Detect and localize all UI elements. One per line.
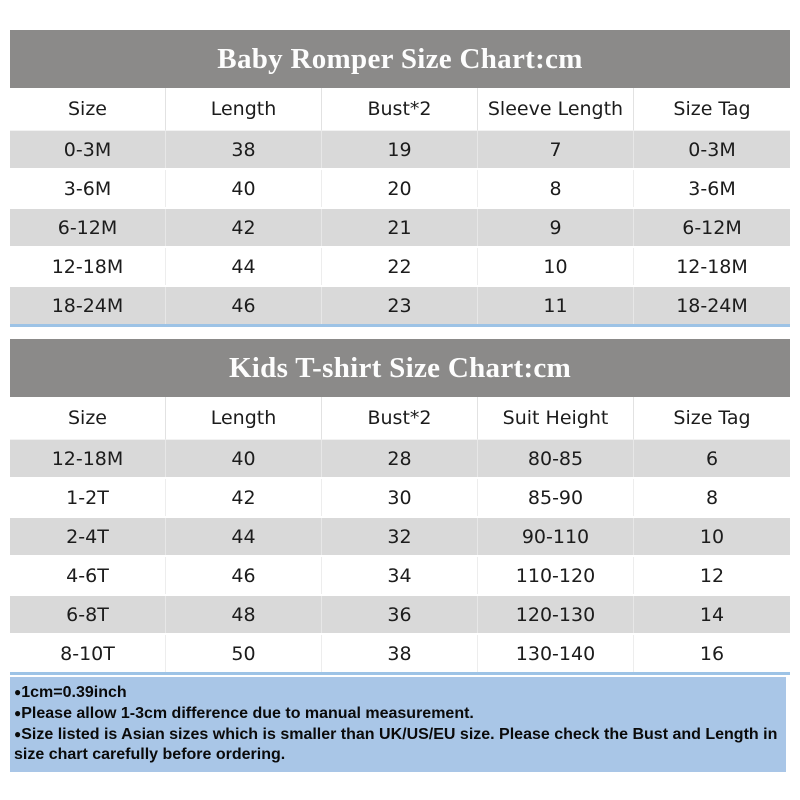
table-row: 4-6T 46 34 110-120 12 <box>10 557 790 594</box>
table-row: 2-4T 44 32 90-110 10 <box>10 518 790 555</box>
table-cell: 12 <box>699 564 725 587</box>
note-text: Please allow 1-3cm difference due to man… <box>21 705 474 722</box>
table-cell: 50 <box>166 635 322 672</box>
table-cell: 6 <box>705 447 719 470</box>
column-header-bust: Bust*2 <box>322 397 478 440</box>
baby-romper-size-chart: Baby Romper Size Chart:cm Size Length Bu… <box>10 30 790 327</box>
note-text: 1cm=0.39inch <box>21 684 127 701</box>
table-row: 12-18M 44 22 10 12-18M <box>10 248 790 285</box>
column-header-size: Size <box>10 88 166 131</box>
table-cell: 6-12M <box>10 209 166 246</box>
note-text: Size listed is Asian sizes which is smal… <box>14 726 778 763</box>
table-row: 8-10T 50 38 130-140 16 <box>10 635 790 672</box>
table-cell: 8 <box>705 486 719 509</box>
table-cell: 18-24M <box>10 287 166 324</box>
table-row: 6-12M 42 21 9 6-12M <box>10 209 790 246</box>
table-cell: 130-140 <box>478 635 634 672</box>
table-cell: 90-110 <box>478 518 634 555</box>
table-cell: 0-3M <box>10 131 166 168</box>
table-row: 6-8T 48 36 120-130 14 <box>10 596 790 633</box>
table-cell: 0-3M <box>688 138 736 161</box>
table-row: 1-2T 42 30 85-90 8 <box>10 479 790 516</box>
table-cell: 80-85 <box>478 440 634 477</box>
table-cell: 38 <box>166 131 322 168</box>
table-cell: 34 <box>322 557 478 594</box>
note-measurement-tolerance: ●Please allow 1-3cm difference due to ma… <box>14 703 778 724</box>
table-cell: 36 <box>322 596 478 633</box>
table-cell: 7 <box>478 131 634 168</box>
kids-tshirt-header-row: Size Length Bust*2 Suit Height Size Tag <box>10 397 790 440</box>
table-cell: 21 <box>322 209 478 246</box>
column-header-size: Size <box>10 397 166 440</box>
table-cell: 38 <box>322 635 478 672</box>
column-header-suit-height: Suit Height <box>478 397 634 440</box>
table-cell: 3-6M <box>688 177 736 200</box>
table-cell: 44 <box>166 248 322 285</box>
table-row: 3-6M 40 20 8 3-6M <box>10 170 790 207</box>
table-cell: 19 <box>322 131 478 168</box>
table-cell: 42 <box>166 209 322 246</box>
table-cell: 2-4T <box>10 518 166 555</box>
table-cell: 40 <box>166 170 322 207</box>
column-header-bust: Bust*2 <box>322 88 478 131</box>
table-cell: 18-24M <box>676 294 748 317</box>
table-cell: 10 <box>699 525 725 548</box>
baby-romper-title-bar: Baby Romper Size Chart:cm <box>10 30 790 88</box>
table-cell: 8 <box>478 170 634 207</box>
column-header-size-tag: Size Tag <box>634 88 790 131</box>
table-cell: 8-10T <box>10 635 166 672</box>
column-header-size-tag: Size Tag <box>634 397 790 440</box>
table-cell: 40 <box>166 440 322 477</box>
kids-tshirt-size-chart: Kids T-shirt Size Chart:cm Size Length B… <box>10 339 790 675</box>
table-cell: 9 <box>478 209 634 246</box>
table-cell: 48 <box>166 596 322 633</box>
bullet-icon: ● <box>14 727 22 741</box>
baby-romper-title: Baby Romper Size Chart:cm <box>217 42 583 75</box>
note-cm-conversion: ●1cm=0.39inch <box>14 682 778 703</box>
table-cell: 3-6M <box>10 170 166 207</box>
table-cell: 6-8T <box>10 596 166 633</box>
table-cell: 4-6T <box>10 557 166 594</box>
bullet-icon: ● <box>14 706 22 720</box>
table-cell: 12-18M <box>676 255 748 278</box>
notes-panel: ●1cm=0.39inch ●Please allow 1-3cm differ… <box>10 677 786 772</box>
table-cell: 110-120 <box>478 557 634 594</box>
table-cell: 120-130 <box>478 596 634 633</box>
kids-tshirt-title: Kids T-shirt Size Chart:cm <box>228 351 572 384</box>
table-cell: 20 <box>322 170 478 207</box>
table-cell: 22 <box>322 248 478 285</box>
table-cell: 14 <box>699 603 725 626</box>
table-cell: 46 <box>166 557 322 594</box>
table-cell: 12-18M <box>10 440 166 477</box>
table-cell: 30 <box>322 479 478 516</box>
table-cell: 32 <box>322 518 478 555</box>
table-cell: 6-12M <box>682 216 742 239</box>
table-cell: 44 <box>166 518 322 555</box>
column-header-sleeve-length: Sleeve Length <box>478 88 634 131</box>
table-cell: 42 <box>166 479 322 516</box>
table-cell: 46 <box>166 287 322 324</box>
table-cell: 11 <box>478 287 634 324</box>
table-cell: 10 <box>478 248 634 285</box>
bullet-icon: ● <box>14 685 22 699</box>
table-cell: 85-90 <box>478 479 634 516</box>
table-row: 18-24M 46 23 11 18-24M <box>10 287 790 324</box>
table-cell: 12-18M <box>10 248 166 285</box>
table-cell: 23 <box>322 287 478 324</box>
column-header-length: Length <box>166 88 322 131</box>
table-cell: 16 <box>699 642 725 665</box>
kids-tshirt-title-bar: Kids T-shirt Size Chart:cm <box>10 339 790 397</box>
baby-romper-header-row: Size Length Bust*2 Sleeve Length Size Ta… <box>10 88 790 131</box>
table-row: 0-3M 38 19 7 0-3M <box>10 131 790 168</box>
table-cell: 28 <box>322 440 478 477</box>
column-header-length: Length <box>166 397 322 440</box>
size-chart-page: Baby Romper Size Chart:cm Size Length Bu… <box>10 30 790 772</box>
table-cell: 1-2T <box>10 479 166 516</box>
table-row: 12-18M 40 28 80-85 6 <box>10 440 790 477</box>
note-asian-sizes: ●Size listed is Asian sizes which is sma… <box>14 724 778 765</box>
